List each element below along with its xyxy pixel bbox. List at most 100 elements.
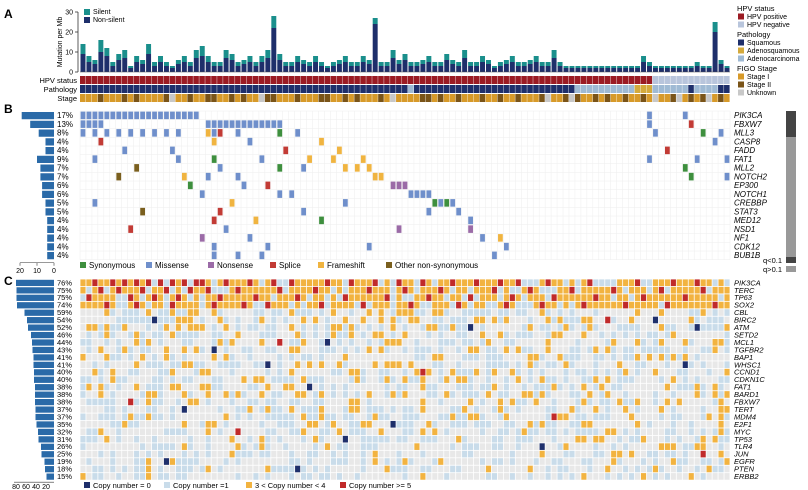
cn-cell-4-75 (527, 309, 533, 316)
cn-cell-22-0 (80, 443, 86, 450)
cn-cell-14-53 (396, 383, 402, 391)
cn-cell-4-68 (485, 309, 492, 316)
cn-cell-10-86 (593, 353, 599, 361)
cn-cell-12-16 (175, 368, 181, 376)
cn-cell-19-66 (473, 420, 480, 428)
cn-cell-16-85 (587, 398, 593, 406)
cn-cell-21-71 (503, 435, 509, 443)
cn-cell-21-108 (724, 435, 730, 443)
cn-cell-3-60 (438, 301, 444, 309)
cn-cell-23-21 (205, 450, 211, 458)
cn-cell-9-33 (277, 346, 283, 354)
cn-cell-10-73 (515, 353, 521, 361)
cn-cell-5-49 (372, 316, 378, 324)
cn-cell-0-27 (241, 279, 247, 287)
cn-cell-23-81 (563, 450, 569, 458)
cn-cell-24-42 (330, 458, 337, 465)
bar-nonsilent-83 (575, 68, 581, 72)
cn-cell-1-41 (324, 286, 331, 294)
cn-cell-24-100 (676, 458, 682, 465)
cn-cell-26-20 (199, 473, 205, 480)
cn-cell-24-54 (402, 458, 408, 465)
cn-cell-16-61 (444, 398, 450, 406)
cn-cell-24-87 (599, 458, 605, 465)
cn-cell-1-24 (223, 286, 229, 294)
cn-cell-14-95 (646, 383, 653, 391)
cn-cell-1-26 (235, 286, 241, 294)
cn-cell-14-46 (354, 383, 360, 391)
cn-cell-0-87 (599, 279, 605, 287)
cn-cell-14-47 (360, 383, 366, 391)
cn-cell-2-43 (336, 294, 342, 301)
cn-cell-2-105 (706, 294, 712, 301)
cn-cell-13-67 (479, 376, 486, 383)
cn-cell-2-69 (491, 294, 498, 301)
bar-nonsilent-70 (497, 66, 503, 72)
cn-cell-5-34 (283, 316, 289, 324)
cn-cell-8-93 (634, 339, 641, 346)
cn-cell-23-16 (175, 450, 181, 458)
cn-cell-4-0 (80, 309, 86, 316)
bar-nonsilent-45 (348, 66, 354, 72)
mutation-cell-1-2 (92, 120, 98, 128)
cn-cell-26-18 (187, 473, 193, 480)
cn-cell-18-1 (86, 413, 92, 421)
cn-cell-26-96 (652, 473, 659, 480)
cn-cell-11-22 (211, 361, 217, 368)
cn-cell-11-104 (700, 361, 706, 368)
cn-cell-25-68 (485, 465, 492, 473)
mutation-freq-label-0: 17% (57, 111, 73, 120)
cn-cell-16-83 (575, 398, 581, 406)
cn-cell-23-23 (217, 450, 223, 458)
cn-cell-25-27 (241, 465, 247, 473)
cn-cell-12-2 (92, 368, 98, 376)
cn-cell-10-54 (402, 353, 408, 361)
bar-nonsilent-99 (670, 68, 676, 72)
pathology-cell-102 (688, 85, 694, 93)
cn-cell-8-80 (557, 339, 563, 346)
hpv-cell-104 (700, 76, 706, 84)
cn-cell-7-72 (509, 331, 515, 339)
cn-cell-12-73 (515, 368, 521, 376)
cn-cell-15-36 (295, 391, 301, 398)
cn-cell-14-20 (199, 383, 205, 391)
cn-cell-3-78 (545, 301, 551, 309)
cn-cell-12-22 (211, 368, 217, 376)
cn-cell-10-1 (86, 353, 92, 361)
cn-cell-1-75 (527, 286, 533, 294)
cn-cell-14-8 (128, 383, 134, 391)
cn-cell-21-65 (468, 435, 474, 443)
cn-cell-22-53 (396, 443, 402, 450)
cn-cell-26-5 (110, 473, 116, 480)
cn-cell-21-25 (229, 435, 235, 443)
bar-silent-23 (217, 62, 223, 66)
cn-cell-9-71 (503, 346, 509, 354)
cn-cell-25-3 (98, 465, 104, 473)
cn-cell-20-22 (211, 428, 217, 436)
cn-cell-8-76 (533, 339, 539, 346)
cn-cell-5-33 (277, 316, 283, 324)
cn-cell-22-41 (324, 443, 331, 450)
cn-cell-0-51 (384, 279, 390, 287)
cn-cell-6-84 (581, 324, 587, 331)
cn-cell-3-42 (330, 301, 337, 309)
cn-cell-8-67 (479, 339, 486, 346)
cn-cell-15-11 (145, 391, 152, 398)
cn-cell-12-5 (110, 368, 116, 376)
cn-cell-9-46 (354, 346, 360, 354)
mutation-cell-14-70 (498, 234, 503, 242)
cn-gene-9: TGFBR2 (734, 345, 764, 354)
cn-cell-17-22 (211, 406, 217, 413)
cn-cell-15-3 (98, 391, 104, 398)
cn-cell-13-75 (527, 376, 533, 383)
mutation-frequency-bars (21, 112, 54, 260)
cn-cell-11-90 (617, 361, 623, 368)
cn-cell-16-8 (128, 398, 134, 406)
bar-nonsilent-89 (611, 68, 617, 72)
cn-cell-5-51 (384, 316, 390, 324)
cn-cell-2-39 (312, 294, 319, 301)
cn-cell-3-91 (623, 301, 629, 309)
pathology-cell-64 (461, 85, 468, 93)
cn-cell-18-59 (432, 413, 438, 421)
cn-cell-5-36 (295, 316, 301, 324)
